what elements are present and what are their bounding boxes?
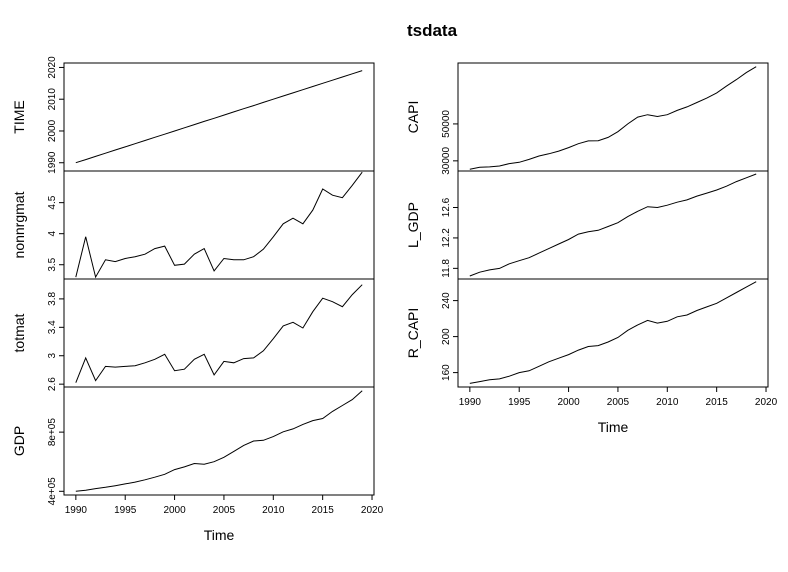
panel-left-2: 3.5 4 4.5 nonnrgmat — [11, 170, 375, 280]
chart-title: tsdata — [407, 21, 458, 40]
y-tick-label: 12.6 — [441, 197, 452, 217]
x-tick-label: 2015 — [706, 397, 729, 408]
y-tick-label: 3.8 — [47, 292, 58, 306]
x-tick-label: 2010 — [262, 505, 285, 516]
y-tick-label: 4e+05 — [47, 477, 58, 506]
x-tick-label: 2005 — [213, 505, 236, 516]
y-tick-label: 8e+05 — [47, 418, 58, 447]
x-tick-label: 2000 — [163, 505, 186, 516]
plot-area: 1990 2000 2010 2020 TIME 3.5 4 4.5 nonnrgmat 2.6 3… — [11, 56, 778, 543]
panel-frame — [63, 278, 375, 388]
series-line-gdp — [75, 390, 363, 492]
series-line-totmat — [75, 284, 363, 383]
y-tick-label: 160 — [441, 364, 452, 381]
panel-right-1: 30000 50000 CAPI — [405, 62, 769, 175]
series-line-time — [75, 70, 363, 164]
y-tick-label: 3.4 — [47, 320, 58, 334]
panel-right-3: 160 200 240 R_CAPI 1990 1995 2000 2005 2010 2015 2… — [405, 278, 778, 435]
x-tick-label: 1990 — [459, 397, 482, 408]
y-tick-label: 12.2 — [441, 228, 452, 248]
x-tick-label: 1990 — [65, 505, 88, 516]
y-axis-label: nonnrgmat — [11, 191, 27, 258]
x-tick-label: 2010 — [656, 397, 679, 408]
y-tick-label: 1990 — [47, 151, 58, 174]
x-tick-label: 2020 — [361, 505, 384, 516]
y-axis-label: R_CAPI — [405, 308, 421, 359]
y-tick-label: 50000 — [441, 110, 452, 138]
y-tick-label: 3 — [47, 353, 58, 359]
y-tick-label: 11.8 — [441, 259, 452, 278]
panel-left-4: 4e+05 8e+05 GDP 1990 1995 2000 2005 2010 2015 202… — [11, 386, 384, 543]
panel-right-2: 11.8 12.2 12.6 L_GDP — [405, 170, 769, 280]
y-tick-label: 240 — [441, 292, 452, 309]
x-tick-label: 1995 — [114, 505, 137, 516]
panel-frame — [457, 278, 769, 388]
y-tick-label: 2000 — [47, 119, 58, 142]
panel-frame — [63, 170, 375, 280]
y-axis-label: TIME — [11, 100, 27, 133]
panel-left-3: 2.6 3 3.4 3.8 totmat — [11, 278, 375, 391]
y-tick-label: 2.6 — [47, 377, 58, 391]
y-tick-label: 4.5 — [47, 195, 58, 209]
series-line-r-capi — [469, 281, 757, 384]
panel-frame — [63, 386, 375, 496]
y-tick-label: 4 — [47, 230, 58, 236]
y-tick-label: 2020 — [47, 56, 58, 79]
x-tick-label: 1995 — [508, 397, 531, 408]
y-tick-label: 30000 — [441, 147, 452, 175]
x-tick-label: 2005 — [607, 397, 630, 408]
y-axis-label: totmat — [11, 313, 27, 352]
x-axis-label: Time — [204, 527, 235, 543]
panel-left-1: 1990 2000 2010 2020 TIME — [11, 56, 375, 174]
y-tick-label: 3.5 — [47, 257, 58, 271]
y-axis-label: GDP — [11, 426, 27, 456]
series-line-nonnrgmat — [75, 171, 363, 279]
x-tick-label: 2020 — [755, 397, 778, 408]
y-axis-label: CAPI — [405, 101, 421, 134]
y-tick-label: 2010 — [47, 88, 58, 111]
panel-frame — [457, 62, 769, 172]
y-axis-label: L_GDP — [405, 202, 421, 248]
x-tick-label: 2015 — [312, 505, 335, 516]
y-tick-label: 200 — [441, 328, 452, 345]
series-line-capi — [469, 66, 757, 170]
x-axis-label: Time — [598, 419, 629, 435]
series-line-l-gdp — [469, 173, 757, 277]
x-tick-label: 2000 — [557, 397, 580, 408]
